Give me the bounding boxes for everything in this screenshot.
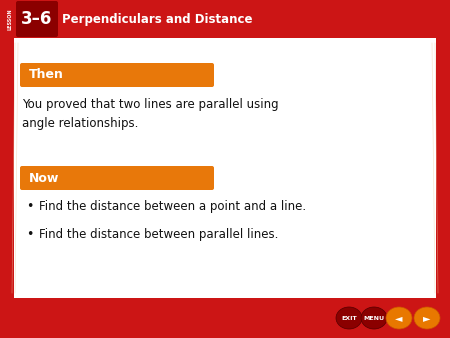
Bar (0, 0, 450, 38)
FancyBboxPatch shape (20, 166, 214, 190)
Bar (0, 298, 450, 338)
FancyBboxPatch shape (20, 63, 214, 87)
Text: Now: Now (29, 171, 59, 185)
FancyBboxPatch shape (14, 38, 436, 300)
Text: ◄: ◄ (395, 313, 403, 323)
Text: LESSON: LESSON (8, 8, 13, 30)
Text: Then: Then (29, 69, 64, 81)
FancyBboxPatch shape (16, 1, 58, 37)
Text: 3–6: 3–6 (21, 10, 53, 28)
Ellipse shape (336, 307, 362, 329)
Ellipse shape (361, 307, 387, 329)
Text: •: • (26, 228, 33, 241)
Text: ►: ► (423, 313, 431, 323)
Text: •: • (26, 200, 33, 213)
Text: Find the distance between a point and a line.: Find the distance between a point and a … (39, 200, 306, 213)
Text: You proved that two lines are parallel using
angle relationships.: You proved that two lines are parallel u… (22, 98, 279, 130)
Ellipse shape (386, 307, 412, 329)
Ellipse shape (414, 307, 440, 329)
Text: MENU: MENU (364, 315, 385, 320)
Text: Find the distance between parallel lines.: Find the distance between parallel lines… (39, 228, 279, 241)
Text: Perpendiculars and Distance: Perpendiculars and Distance (62, 13, 252, 25)
Text: EXIT: EXIT (341, 315, 357, 320)
